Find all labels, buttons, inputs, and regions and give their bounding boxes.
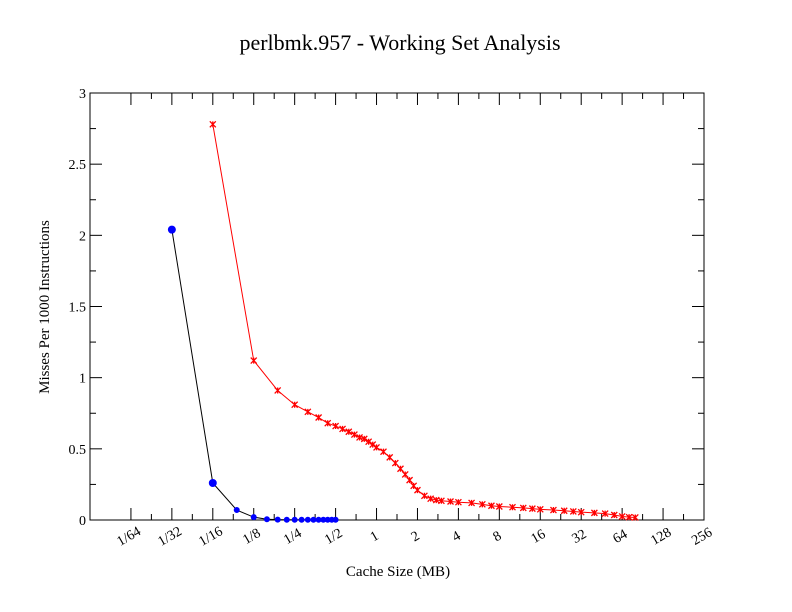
- y-tick-label: 1.5: [69, 301, 87, 316]
- series-2-point: [577, 508, 585, 516]
- y-tick-label: 3: [79, 87, 86, 102]
- series-2-point: [356, 433, 364, 441]
- series-2-point: [495, 503, 503, 510]
- series-2-point: [414, 486, 421, 494]
- series-2-point: [528, 505, 536, 513]
- series-2-point: [487, 502, 495, 510]
- series-2-point: [618, 512, 626, 520]
- series-1-point: [291, 516, 298, 523]
- series-2-point: [406, 476, 414, 484]
- series-2-point: [631, 513, 639, 521]
- series-1-point: [263, 516, 270, 523]
- series-2-point: [386, 453, 394, 461]
- x-tick-label: 32: [570, 527, 590, 547]
- series-2-point: [468, 499, 476, 507]
- chart-title: perlbmk.957 - Working Set Analysis: [239, 30, 560, 55]
- series-layer: [167, 120, 639, 523]
- series-2-point: [315, 414, 323, 421]
- series-2-point: [391, 459, 399, 467]
- series-2-point: [324, 419, 332, 427]
- series-2-point: [427, 495, 435, 503]
- series-2-point: [454, 498, 462, 506]
- y-tick-label: 0.5: [69, 443, 87, 458]
- series-2-point: [437, 497, 445, 505]
- y-axis-label: Misses Per 1000 Instructions: [37, 220, 53, 394]
- series-1-point: [304, 516, 311, 523]
- series-2-point: [365, 438, 373, 446]
- series-2-point: [332, 422, 340, 430]
- series-1-point: [167, 225, 176, 234]
- series-2-point: [380, 448, 387, 456]
- series-1-point: [332, 516, 339, 523]
- series-1-point: [208, 478, 217, 487]
- series-2-point: [610, 511, 618, 519]
- series-2-point: [274, 387, 282, 394]
- series-1-point: [283, 516, 290, 523]
- y-tick-label: 2: [79, 229, 86, 244]
- series-2-point: [401, 470, 409, 478]
- series-2-point: [509, 503, 516, 511]
- y-tick-label: 1: [79, 372, 86, 387]
- series-2-point: [345, 428, 353, 436]
- series-1-point: [310, 516, 317, 523]
- series-2-point: [519, 504, 527, 512]
- series-2-point: [373, 443, 380, 451]
- series-2-point: [339, 425, 347, 433]
- series-2-point: [291, 401, 299, 409]
- series-2-point: [360, 435, 368, 443]
- series-2-point: [250, 357, 258, 365]
- series-2-point: [478, 500, 486, 508]
- x-axis-label: Cache Size (MB): [346, 564, 450, 580]
- series-2-point: [536, 505, 544, 513]
- series-2-point: [590, 509, 598, 517]
- series-2-point: [397, 465, 404, 473]
- series-1-point: [233, 507, 240, 514]
- series-2-point: [549, 506, 557, 514]
- series-2-point: [569, 508, 577, 515]
- series-2-point: [350, 431, 358, 439]
- series-2-point: [420, 492, 428, 500]
- series-2-point: [304, 408, 312, 416]
- x-tick-label: 16: [529, 527, 549, 547]
- y-tick-label: 2.5: [69, 158, 87, 173]
- y-tick-label: 0: [79, 514, 86, 529]
- series-2-point: [625, 513, 633, 521]
- series-2-point: [447, 498, 454, 505]
- series-2-point: [601, 510, 609, 518]
- series-1-point: [274, 516, 281, 523]
- series-2-point: [369, 441, 377, 449]
- series-1-point: [250, 514, 257, 521]
- series-1-point: [298, 516, 305, 523]
- series-2-point: [560, 507, 568, 515]
- x-tick-label: 64: [611, 527, 631, 547]
- series-2-point: [209, 120, 217, 128]
